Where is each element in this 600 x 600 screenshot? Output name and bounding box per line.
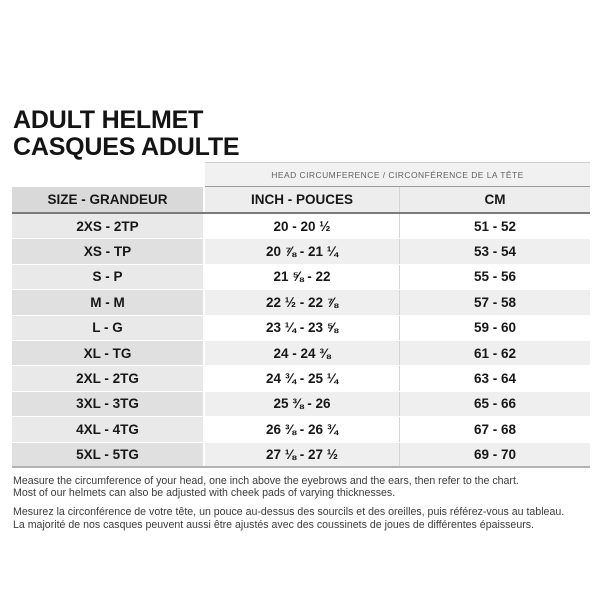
- cm-cell: 65 - 66: [400, 391, 590, 417]
- inch-cell: 25 ⅜ - 26: [205, 391, 400, 417]
- note-english: Measure the circumference of your head, …: [13, 475, 593, 499]
- inch-cell: 24 - 24 ⅜: [205, 340, 400, 366]
- inch-cell: 20 - 20 ½: [205, 214, 400, 239]
- head-circumference-header: HEAD CIRCUMFERENCE / CIRCONFÉRENCE DE LA…: [205, 162, 590, 187]
- inch-cell: 23 ¼ - 23 ⅝: [205, 315, 400, 340]
- span-header-row: HEAD CIRCUMFERENCE / CIRCONFÉRENCE DE LA…: [12, 162, 590, 187]
- inch-cell: 27 ⅛ - 27 ½: [205, 442, 400, 466]
- cm-cell: 59 - 60: [400, 315, 590, 340]
- note-french-line2: La majorité de nos casques peuvent aussi…: [13, 518, 534, 531]
- inch-cell: 24 ¾ - 25 ¼: [205, 366, 400, 391]
- note-french-line1: Mesurez la circonférence de votre tête, …: [13, 506, 565, 519]
- cm-cell: 63 - 64: [400, 366, 590, 391]
- cm-cell: 67 - 68: [400, 417, 590, 442]
- table-row: M - M 22 ½ - 22 ⅞ 57 - 58: [12, 290, 590, 316]
- size-cell: S - P: [12, 264, 205, 290]
- note-french: Mesurez la circonférence de votre tête, …: [13, 506, 593, 530]
- note-english-line2: Most of our helmets can also be adjusted…: [13, 487, 396, 500]
- table-row: XS - TP 20 ⅞ - 21 ¼ 53 - 54: [12, 239, 590, 265]
- cm-cell: 55 - 56: [400, 264, 590, 290]
- size-cell: 2XS - 2TP: [12, 214, 205, 239]
- page-title-en: ADULT HELMET: [13, 105, 204, 134]
- note-english-line1: Measure the circumference of your head, …: [13, 475, 519, 487]
- table-row: 5XL - 5TG 27 ⅛ - 27 ½ 69 - 70: [12, 442, 590, 468]
- size-cell: L - G: [12, 315, 205, 340]
- column-header-size: SIZE - GRANDEUR: [12, 187, 205, 212]
- table-row: XL - TG 24 - 24 ⅜ 61 - 62: [12, 340, 590, 367]
- inch-cell: 21 ⅝ - 22: [205, 264, 400, 290]
- table-row: 2XS - 2TP 20 - 20 ½ 51 - 52: [12, 214, 590, 240]
- table-body: 2XS - 2TP 20 - 20 ½ 51 - 52 XS - TP 20 ⅞…: [12, 214, 590, 468]
- inch-cell: 20 ⅞ - 21 ¼: [205, 239, 400, 264]
- column-header-inch: INCH - POUCES: [205, 187, 400, 212]
- inch-cell: 26 ⅜ - 26 ¾: [205, 417, 400, 442]
- size-cell: XS - TP: [12, 239, 205, 264]
- size-cell: 3XL - 3TG: [12, 391, 205, 417]
- size-table: HEAD CIRCUMFERENCE / CIRCONFÉRENCE DE LA…: [12, 162, 590, 468]
- table-row: L - G 23 ¼ - 23 ⅝ 59 - 60: [12, 315, 590, 341]
- measurement-notes: Measure the circumference of your head, …: [13, 475, 593, 538]
- size-cell: XL - TG: [12, 340, 205, 366]
- cm-cell: 51 - 52: [400, 214, 590, 239]
- table-row: 4XL - 4TG 26 ⅜ - 26 ¾ 67 - 68: [12, 417, 590, 443]
- cm-cell: 53 - 54: [400, 239, 590, 264]
- table-row: 2XL - 2TG 24 ¾ - 25 ¼ 63 - 64: [12, 366, 590, 392]
- size-cell: 2XL - 2TG: [12, 366, 205, 391]
- span-header-spacer: [12, 162, 205, 187]
- cm-cell: 57 - 58: [400, 290, 590, 315]
- inch-cell: 22 ½ - 22 ⅞: [205, 290, 400, 315]
- column-header-cm: CM: [400, 187, 590, 212]
- cm-cell: 61 - 62: [400, 340, 590, 366]
- column-header-row: SIZE - GRANDEUR INCH - POUCES CM: [12, 187, 590, 214]
- page-title-fr: CASQUES ADULTE: [13, 132, 240, 161]
- cm-cell: 69 - 70: [400, 442, 590, 466]
- size-cell: 5XL - 5TG: [12, 442, 205, 466]
- table-row: 3XL - 3TG 25 ⅜ - 26 65 - 66: [12, 391, 590, 418]
- size-cell: 4XL - 4TG: [12, 417, 205, 442]
- size-cell: M - M: [12, 290, 205, 315]
- page-title: ADULT HELMET CASQUES ADULTE: [13, 105, 240, 161]
- table-row: S - P 21 ⅝ - 22 55 - 56: [12, 264, 590, 291]
